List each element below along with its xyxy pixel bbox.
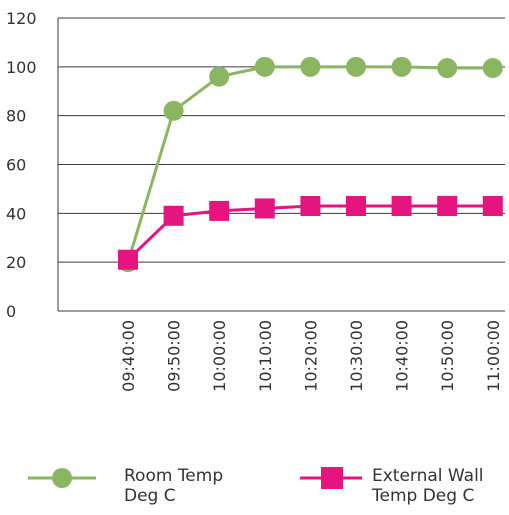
series-layer [118, 56, 503, 273]
data-point-external-wall-temp-deg-c-2 [209, 200, 230, 221]
data-point-external-wall-temp-deg-c-5 [346, 196, 366, 217]
data-point-external-wall-temp-deg-c-8 [482, 196, 503, 217]
x-axis-ticks: 09:40:00 09:50:00 10:00:00 10:10:00 10:20:00… [119, 320, 503, 392]
y-tick-label-80: 80 [6, 107, 26, 126]
data-point-external-wall-temp-deg-c-6 [391, 196, 412, 217]
y-tick-label-120: 120 [6, 9, 37, 28]
x-tick-label-10-00-00: 10:00:00 [210, 320, 229, 392]
y-axis-ticks: 0 20 40 60 80 100 120 [6, 9, 37, 321]
legend-label-room-temp: Room Temp Deg C [124, 466, 224, 506]
data-point-external-wall-temp-deg-c-3 [254, 198, 275, 219]
x-tick-label-10-10-00: 10:10:00 [256, 320, 275, 392]
data-point-external-wall-temp-deg-c-7 [437, 196, 458, 217]
data-point-external-wall-temp-deg-c-1 [163, 205, 184, 226]
data-point-external-wall-temp-deg-c-0 [118, 249, 138, 270]
y-tick-label-100: 100 [6, 58, 37, 77]
data-point-room-temp-deg-c-5 [346, 56, 366, 77]
x-tick-label-10-30-00: 10:30:00 [347, 320, 366, 392]
data-point-room-temp-deg-c-4 [300, 56, 321, 77]
data-point-room-temp-deg-c-2 [209, 66, 230, 87]
data-point-room-temp-deg-c-3 [254, 56, 275, 77]
data-point-room-temp-deg-c-8 [482, 58, 503, 79]
x-tick-label-09-50-00: 09:50:00 [165, 320, 184, 392]
x-tick-label-10-50-00: 10:50:00 [438, 320, 457, 392]
data-point-room-temp-deg-c-7 [437, 58, 458, 79]
data-point-external-wall-temp-deg-c-4 [300, 196, 321, 217]
y-tick-label-40: 40 [6, 204, 26, 223]
data-point-room-temp-deg-c-6 [391, 56, 412, 77]
legend-label-external-wall-temp: External Wall Temp Deg C [372, 466, 484, 506]
y-tick-label-0: 0 [6, 302, 16, 321]
legend-marker-room-temp [28, 468, 96, 488]
legend-item-room-temp: Room Temp Deg C [28, 466, 244, 506]
x-tick-label-09-40-00: 09:40:00 [119, 320, 138, 392]
legend-item-external-wall-temp: External Wall Temp Deg C [300, 466, 509, 506]
y-tick-label-20: 20 [6, 253, 26, 272]
x-tick-label-10-20-00: 10:20:00 [301, 320, 320, 392]
x-tick-label-11-00-00: 11:00:00 [484, 320, 503, 392]
x-tick-label-10-40-00: 10:40:00 [393, 320, 412, 392]
data-point-room-temp-deg-c-1 [163, 100, 184, 121]
legend-marker-external-wall-temp [300, 467, 362, 489]
y-tick-label-60: 60 [6, 156, 26, 175]
